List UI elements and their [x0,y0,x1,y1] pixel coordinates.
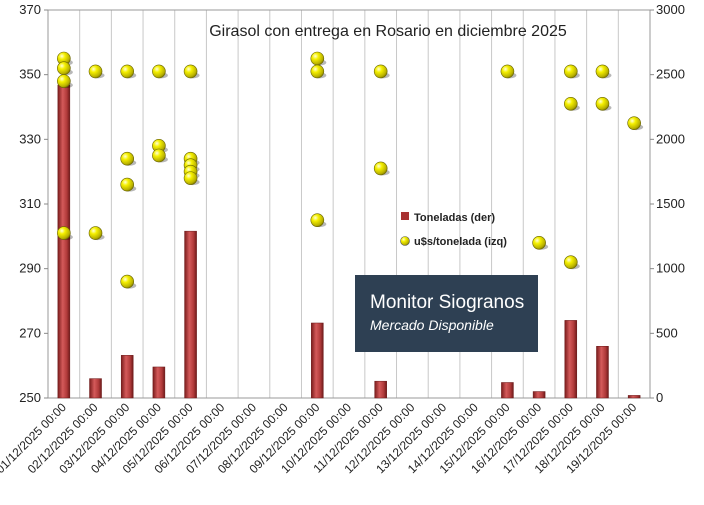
bar [311,322,324,399]
bar [152,366,166,399]
data-point [532,236,546,250]
data-point [57,61,71,75]
data-point [183,171,198,185]
bar [532,391,546,399]
data-point [152,148,166,163]
data-point [120,177,135,192]
y-left-tick-label: 290 [19,261,41,276]
watermark-box: Monitor Siogranos Mercado Disponible [355,275,538,352]
watermark-title: Monitor Siogranos [370,292,525,313]
y-left-tick-label: 270 [19,325,41,340]
data-point [595,96,610,111]
legend: Toneladas (der) u$s/tonelada (izq) [400,212,507,248]
point-series [57,51,644,289]
y-right-tick-label: 2000 [656,131,685,146]
data-point [563,96,578,111]
bar [627,395,641,399]
data-point [152,64,166,79]
legend-swatch-bar [401,212,409,220]
data-point [120,64,135,79]
y-left-tick-label: 310 [19,196,41,211]
data-point [88,64,103,79]
bar [57,84,71,399]
bar [89,378,102,399]
y-right-tick-label: 2500 [656,67,685,82]
data-point [310,213,325,227]
data-point [627,116,641,130]
y-right-tick-label: 500 [656,325,678,340]
data-point [120,151,135,166]
data-point [57,74,71,88]
data-point [120,274,135,289]
y-left-tick-label: 250 [19,390,41,405]
y-right-tick-label: 1500 [656,196,685,211]
y-left-tick-label: 330 [19,131,41,146]
plot-area [47,9,651,399]
bar-series [57,84,641,399]
data-point [563,255,578,270]
bar [120,355,134,399]
y-right-tick-label: 3000 [656,2,685,17]
chart-title: Girasol con entrega en Rosario en diciem… [209,23,567,40]
data-point [310,51,325,66]
legend-swatch-point [400,236,410,246]
bar [564,320,578,399]
axes [47,9,651,399]
watermark-subtitle: Mercado Disponible [370,317,494,333]
legend-label-bar: Toneladas (der) [414,212,495,224]
y-left-tick-label: 350 [19,67,41,82]
legend-label-point: u$s/tonelada (izq) [414,236,507,248]
y-axis-left-ticks: 250 270 290 310 330 350 370 [19,2,48,405]
data-point [183,64,198,79]
bar [374,380,387,399]
bar [184,230,197,399]
y-right-tick-label: 1000 [656,261,685,276]
bar [501,382,514,399]
y-axis-right-ticks: 0 500 1000 1500 2000 2500 3000 [650,2,685,405]
data-point [57,226,71,240]
data-point [373,64,388,79]
bar [596,346,609,399]
data-point [500,64,515,79]
data-point [88,226,103,240]
data-point [595,64,610,79]
data-point [373,161,388,176]
y-right-tick-label: 0 [656,390,663,405]
data-point [310,64,325,79]
data-point [563,64,578,79]
y-left-tick-label: 370 [19,2,41,17]
